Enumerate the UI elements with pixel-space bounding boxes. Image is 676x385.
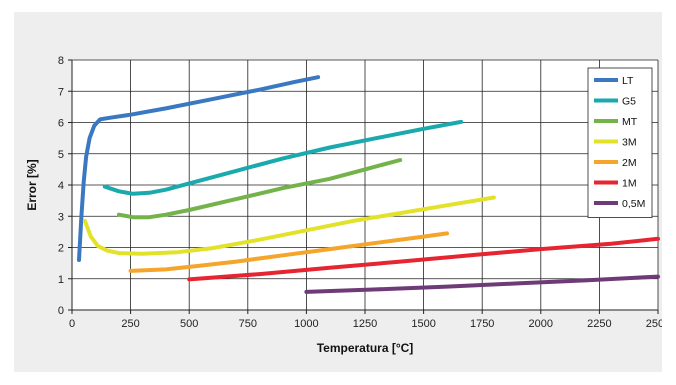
legend-label: 0,5M xyxy=(622,198,645,210)
line-chart: 0 1 2 3 4 5 6 7 8 0 250 500 750 1000 1250 1500 1750 2000 2… xyxy=(25,55,662,355)
series-line-3m xyxy=(82,195,496,256)
series-line-2m xyxy=(128,231,449,273)
series-line-1m xyxy=(187,236,660,282)
x-tick-label: 1250 xyxy=(353,318,377,330)
x-tick-label: 0 xyxy=(69,318,75,330)
legend-label: 2M xyxy=(622,157,637,169)
y-axis-title: Error [%] xyxy=(25,159,39,210)
x-axis-title: Temperatura [°C] xyxy=(317,341,414,355)
legend-label: G5 xyxy=(622,96,636,108)
series-line-05m xyxy=(304,274,660,294)
series-line-mt xyxy=(116,158,403,220)
x-tick-label: 1500 xyxy=(411,318,435,330)
y-tick-label: 8 xyxy=(58,55,64,67)
y-tick-label: 2 xyxy=(58,243,64,255)
x-tick-label: 500 xyxy=(180,318,198,330)
y-tick-label: 6 xyxy=(58,118,64,130)
y-tick-label: 4 xyxy=(58,180,64,192)
y-tick-label: 0 xyxy=(58,305,64,317)
x-tick-label: 1750 xyxy=(470,318,494,330)
legend-label: 1M xyxy=(622,178,637,190)
legend-label: 3M xyxy=(622,137,637,149)
x-tick-label: 250 xyxy=(121,318,139,330)
legend-label: LT xyxy=(622,75,634,87)
x-tick-label: 750 xyxy=(239,318,257,330)
x-tick-label: 1000 xyxy=(294,318,318,330)
x-tick-label: 2000 xyxy=(529,318,553,330)
y-tick-label: 1 xyxy=(58,274,64,286)
series-line-g5 xyxy=(102,119,464,196)
y-tick-label: 3 xyxy=(58,211,64,223)
y-tick-label: 5 xyxy=(58,149,64,161)
chart-panel: 0 1 2 3 4 5 6 7 8 0 250 500 750 1000 1250 1500 1750 2000 2… xyxy=(14,12,662,372)
series-line-lt xyxy=(77,75,321,262)
y-tick-label: 7 xyxy=(58,86,64,98)
x-tick-label: 2500 xyxy=(646,318,662,330)
legend-label: MT xyxy=(622,116,638,128)
x-tick-label: 2250 xyxy=(587,318,611,330)
